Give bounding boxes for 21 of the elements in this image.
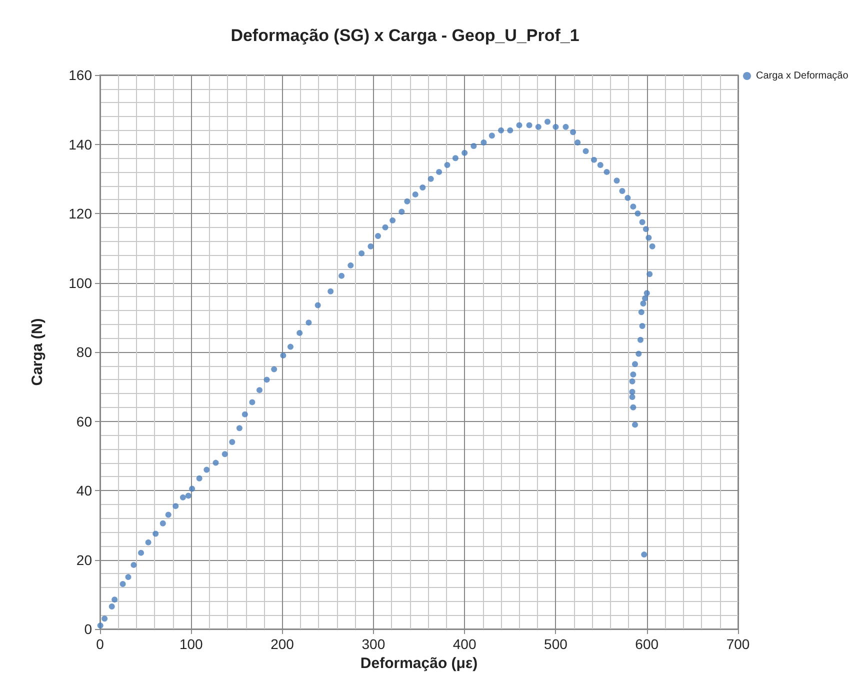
x-tick-label: 0 (96, 636, 104, 652)
x-tick-label: 700 (726, 636, 750, 652)
y-tick-label: 140 (68, 136, 92, 152)
y-tick-label: 100 (68, 274, 92, 291)
y-tick-label: 80 (76, 344, 92, 360)
y-tick-label: 160 (68, 67, 92, 83)
y-tick-label: 0 (84, 621, 92, 637)
y-tick-label: 20 (76, 552, 92, 568)
x-tick-label: 100 (179, 636, 204, 652)
y-tick-label: 120 (68, 206, 92, 222)
legend-label: Carga x Deformação (756, 70, 849, 82)
x-tick-label: 500 (544, 636, 568, 652)
y-tick-label: 60 (76, 413, 92, 430)
x-axis-title: Deformação (με) (360, 654, 478, 672)
x-tick-label: 400 (452, 636, 476, 652)
x-tick-label: 600 (635, 636, 659, 652)
chart-title: Deformação (SG) x Carga - Geop_U_Prof_1 (230, 26, 580, 45)
y-axis-title: Carga (N) (29, 318, 46, 386)
y-tick-label: 40 (76, 482, 92, 498)
x-tick-label: 200 (270, 636, 294, 652)
x-tick-label: 300 (362, 636, 386, 652)
